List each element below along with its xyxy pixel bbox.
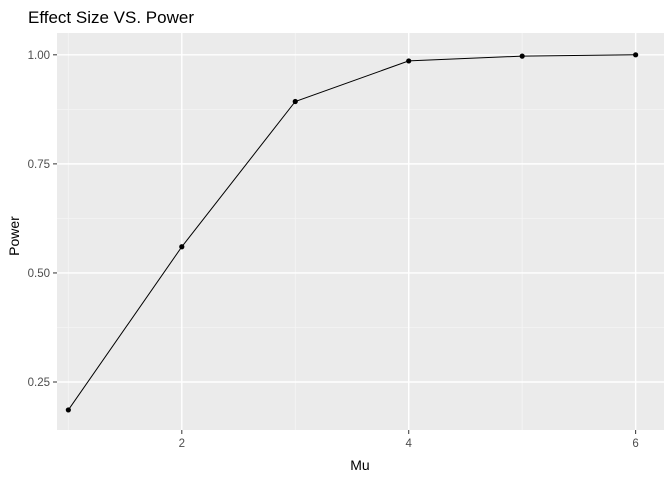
data-point — [519, 53, 525, 59]
x-tick-label: 6 — [632, 438, 638, 450]
axis-ticks — [53, 54, 637, 434]
data-point — [633, 52, 639, 58]
y-tick-label: 0.75 — [28, 159, 50, 171]
x-tick-label: 4 — [406, 438, 413, 450]
y-tick-label: 0.25 — [28, 377, 50, 389]
x-axis-title: Mu — [350, 457, 369, 473]
x-tick-label: 2 — [179, 438, 185, 450]
series-layer — [65, 52, 639, 413]
plot-panel — [57, 33, 664, 430]
data-point — [65, 407, 71, 413]
tick-labels: 2 4 6 0.25 0.50 0.75 1.00 — [28, 50, 639, 450]
data-point — [179, 244, 185, 250]
y-tick-label: 1.00 — [28, 50, 50, 62]
data-point — [292, 98, 298, 105]
chart-title: Effect Size VS. Power — [28, 8, 194, 27]
major-gridlines — [57, 33, 664, 430]
y-tick-label: 0.50 — [28, 268, 50, 280]
data-point — [406, 58, 412, 64]
series-line — [67, 54, 636, 411]
y-axis-title: Power — [6, 216, 22, 256]
